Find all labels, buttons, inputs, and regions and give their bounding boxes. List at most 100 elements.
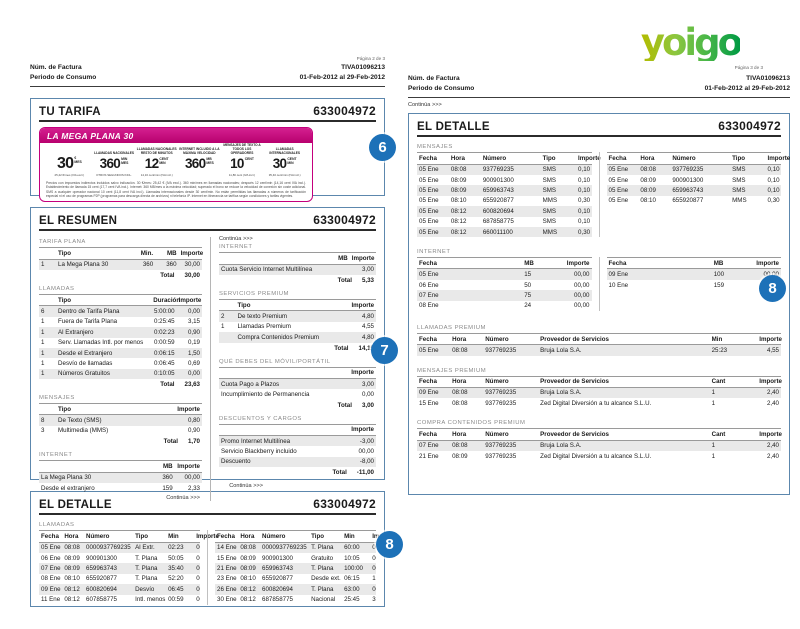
table-cell: Serv. Llamadas Intl. por menos: [58, 339, 144, 347]
table-cell: 08:09: [450, 187, 467, 195]
el-resumen-title-row: EL RESUMEN 633004972: [39, 213, 376, 232]
table-cell: 06:15: [344, 575, 360, 583]
annotation-badge-6: 6: [369, 134, 396, 161]
table-cell: De texto Premium: [237, 313, 288, 321]
table-cell: La Mega Plana 30: [41, 474, 92, 482]
llamadas-table: Tipo Duración Importe 6 Dentro de Tarifa Pl…: [39, 294, 202, 379]
table-cell: 3,00: [361, 266, 374, 274]
table-cell: 00,00: [372, 554, 376, 562]
table-cell: Incumplimiento de Permanencia: [221, 390, 310, 398]
plan-feature-extra-minutes: LLAMADAS NACIONALES RESTO DE MINUTOS 12 …: [136, 147, 177, 178]
table-cell: 08 Ene: [419, 302, 439, 310]
mensajes-left: Fecha Hora Número Tipo Importe 05 Ene 08:08 93…: [417, 152, 601, 238]
table-cell: 10:05: [344, 554, 360, 562]
table-cell: Desde el extranjero: [41, 484, 95, 492]
table-row: 05 Ene 08:08 937769235 SMS 0,10: [417, 164, 592, 175]
invoice-number-label: Núm. de Factura: [408, 75, 460, 82]
table-cell: 937769235: [482, 166, 514, 174]
page-number: Página 3 de 3: [734, 65, 763, 70]
table-row: 05 Ene 08:08 937769235 Bruja Lola S.A. 25:23…: [417, 344, 781, 356]
table-cell: 00,00: [574, 302, 590, 310]
table-cell: 10 Ene: [608, 281, 629, 289]
table-cell: Zed Digital Diversión a tu alcance S.L.U…: [540, 452, 652, 460]
table-cell: 05 Ene: [608, 176, 629, 184]
table-cell: 1: [711, 389, 716, 397]
column-header: Proveedor de Servicios: [538, 332, 710, 346]
mensajes-label: MENSAJES: [39, 395, 75, 402]
table-cell: 0,10: [578, 187, 591, 195]
invoice-page-2: Núm. de Factura Periodo de Consumo Págin…: [30, 56, 395, 608]
column-header: Hora: [62, 530, 85, 543]
table-cell: 0,00: [187, 308, 200, 316]
column-header: Número: [480, 152, 541, 165]
mensajes-detail-table-left: Fecha Hora Número Tipo Importe 05 Ene 08:08 93…: [417, 152, 601, 238]
column-header: Importe: [564, 257, 592, 270]
table-cell: 50:05: [168, 554, 184, 562]
table-cell: Al Extranjero: [58, 328, 94, 336]
llamadas-detail-table-left: Fecha Hora Número Tipo Min Importe 05 Ene 08:0…: [39, 530, 219, 604]
mensajes-right: Fecha Hora Número Tipo Importe 05 Ene 08:08 93…: [598, 152, 790, 238]
table-row: 3 Multimedia (MMS) 0,90: [39, 426, 202, 436]
table-row: Descuento -8,00: [219, 456, 376, 468]
resumen-columns: TARIFA PLANA Tipo Min. MB Importe 1 La Mega …: [39, 232, 376, 502]
table-cell: 360: [162, 474, 173, 482]
table-cell: 0,10: [767, 166, 780, 174]
table-row: 05 Ene 08:09 659963743 SMS 0,10: [606, 185, 781, 196]
column-header: Min: [342, 530, 371, 543]
servicios-premium-table: Tipo Importe 2 De texto Premium 4,80 1 Llamad…: [219, 299, 376, 343]
column-header: Importe: [757, 375, 782, 388]
table-cell: 0:06:15: [153, 349, 175, 357]
table-cell: 08:08: [452, 389, 468, 397]
table-cell: 0,10: [578, 207, 591, 215]
table-row: 05 Ene 08:10 655920877 MMS 0,30: [607, 196, 782, 206]
column-header: Hora: [450, 428, 484, 441]
table-cell: 0,10: [767, 187, 780, 195]
column-header: Número: [84, 530, 134, 543]
table-cell: 09 Ene: [608, 271, 629, 279]
table-cell: Desvío: [135, 585, 155, 593]
column-header: Importe: [176, 294, 202, 307]
internet-total: Total 5,33: [337, 277, 374, 285]
table-cell: 0:02:23: [153, 328, 175, 336]
table-row: 05 Ene 15 00,00: [417, 268, 592, 280]
table-cell: Nacional: [311, 596, 336, 604]
table-cell: Desvío de llamadas: [58, 359, 113, 367]
detalle-llamadas-columns: Fecha Hora Número Tipo Min Importe 05 Ene 08:0…: [39, 530, 395, 605]
column-header: Proveedor de Servicios: [538, 428, 710, 441]
header-values: TIVA01096213 01-Feb-2012 al 29-Feb-2012: [705, 74, 790, 94]
table-row: 1 Al Extranjero 0:02:23 0,90: [39, 327, 202, 338]
table-cell: 2,33: [187, 484, 200, 492]
table-cell: 1: [41, 349, 45, 357]
consumption-period-label: Periodo de Consumo: [30, 74, 97, 82]
table-cell: 600820694: [482, 207, 514, 215]
table-row: 07 Ene 08:08 937769235 Bruja Lola S.A. 1 2,40: [417, 440, 781, 451]
plan-price-unit: € MES: [74, 156, 82, 165]
column-header: Tipo: [56, 294, 152, 307]
table-cell: 08:12: [450, 228, 467, 236]
table-cell: 937769235: [485, 442, 517, 450]
table-cell: 900901300: [672, 176, 704, 184]
table-row: 1 Serv. Llamadas Intl. por menos 0:00:59 0,…: [39, 338, 202, 348]
table-cell: 07 Ene: [419, 442, 439, 450]
mensajes-detail-table-right: Fecha Hora Número Tipo Importe 05 Ene 08:08 93…: [606, 152, 790, 206]
internet-label: INTERNET: [39, 452, 73, 459]
column-header: [219, 299, 236, 312]
servicios-premium-total: Total 14,15: [334, 344, 374, 352]
table-cell: 00,00: [372, 565, 376, 573]
mensajes-columns: Fecha Hora Número Tipo Importe 05 Ene 08:08 93…: [417, 152, 790, 238]
resumen-left-column: TARIFA PLANA Tipo Min. MB Importe 1 La Mega …: [39, 232, 203, 501]
table-cell: 0000937769235: [86, 544, 131, 552]
tarifa-plana-table: Tipo Min. MB Importe 1 La Mega Plana 30 360 36…: [39, 247, 203, 270]
table-cell: 0,19: [187, 339, 200, 347]
table-cell: 05 Ene: [419, 218, 439, 226]
column-header: [39, 247, 57, 260]
table-cell: SMS: [542, 166, 557, 174]
table-row: 05 Ene 08:12 600820694 SMS 0,10: [417, 206, 592, 217]
column-header: Fecha: [417, 332, 451, 346]
table-cell: Bruja Lola S.A.: [540, 346, 582, 354]
table-cell: 0:10:05: [153, 370, 175, 378]
plan-features-row: 30 € MES 25,42 €/mes (IVA excl.) LLAMADAS…: [46, 143, 306, 178]
table-cell: 0,00: [361, 390, 374, 398]
table-cell: 23 Ene: [217, 575, 237, 583]
